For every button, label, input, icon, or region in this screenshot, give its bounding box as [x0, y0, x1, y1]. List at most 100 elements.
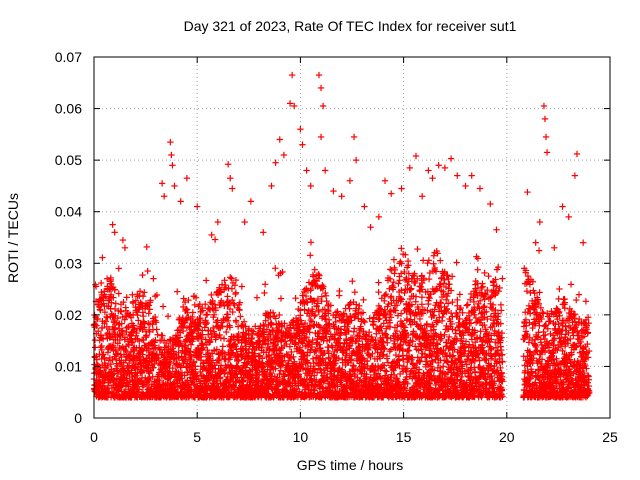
- data-point: [108, 299, 115, 306]
- data-point: [180, 295, 187, 302]
- data-point: [479, 283, 487, 290]
- data-point: [418, 294, 426, 301]
- data-point: [134, 311, 141, 319]
- data-point: [434, 318, 441, 326]
- data-point: [130, 351, 137, 359]
- data-point: [268, 320, 275, 327]
- data-point: [351, 288, 359, 296]
- data-point: [145, 377, 152, 385]
- data-point: [125, 359, 133, 367]
- data-point: [102, 318, 110, 325]
- data-point: [97, 279, 105, 287]
- data-point: [485, 272, 492, 280]
- data-point: [398, 245, 405, 252]
- data-point: [136, 304, 143, 311]
- data-point: [202, 277, 210, 284]
- data-point: [121, 334, 129, 341]
- data-point: [453, 259, 460, 266]
- data-point: [395, 280, 402, 287]
- data-point: [425, 275, 433, 283]
- data-point: [392, 351, 400, 359]
- data-point: [129, 338, 136, 346]
- data-point: [140, 312, 147, 320]
- data-point: [98, 324, 106, 332]
- data-point: [253, 294, 261, 301]
- data-point: [307, 252, 314, 259]
- data-point: [117, 307, 124, 315]
- data-point: [223, 328, 230, 336]
- data-point: [307, 316, 314, 324]
- data-point: [123, 294, 130, 301]
- data-point: [100, 351, 107, 358]
- data-point: [261, 289, 268, 297]
- data-point: [232, 289, 240, 296]
- data-point: [336, 287, 343, 295]
- data-point: [114, 314, 121, 322]
- data-point: [219, 343, 226, 350]
- data-point: [481, 269, 488, 277]
- data-point: [238, 283, 246, 290]
- data-point: [276, 311, 283, 319]
- data-point: [114, 340, 121, 347]
- data-point: [140, 367, 148, 374]
- data-point: [432, 268, 440, 275]
- data-point: [292, 294, 299, 302]
- data-point: [153, 326, 160, 333]
- data-points: [90, 71, 593, 401]
- data-point: [99, 254, 106, 261]
- data-point: [130, 322, 137, 329]
- data-point: [107, 360, 115, 368]
- data-point: [109, 356, 116, 364]
- data-point: [105, 389, 113, 397]
- data-point: [95, 327, 102, 335]
- data-point: [272, 265, 279, 272]
- data-point: [497, 307, 505, 314]
- data-point: [414, 245, 421, 253]
- data-point: [463, 302, 470, 309]
- data-point: [104, 382, 112, 390]
- data-point: [123, 375, 130, 382]
- data-point: [191, 301, 199, 309]
- data-point: [145, 310, 152, 317]
- data-point: [159, 303, 167, 310]
- data-point: [111, 286, 119, 294]
- data-point: [307, 239, 315, 246]
- data-point: [98, 342, 105, 350]
- data-point: [139, 293, 147, 300]
- data-point: [145, 302, 153, 309]
- data-point: [396, 277, 403, 284]
- data-point: [261, 281, 269, 288]
- data-point: [120, 298, 127, 306]
- data-point: [115, 290, 122, 297]
- data-point: [277, 295, 285, 302]
- data-point: [370, 315, 378, 322]
- data-point: [164, 313, 172, 320]
- data-point: [143, 243, 150, 251]
- data-point: [119, 366, 126, 373]
- data-point: [132, 297, 140, 304]
- data-point: [143, 332, 150, 339]
- data-point: [211, 236, 219, 243]
- data-point: [174, 288, 181, 295]
- data-point: [375, 288, 382, 296]
- data-point: [92, 344, 99, 351]
- data-point: [119, 327, 126, 334]
- data-point: [456, 291, 464, 298]
- data-point: [430, 260, 437, 267]
- data-point: [375, 279, 382, 286]
- data-point: [497, 301, 505, 309]
- data-point: [103, 275, 111, 282]
- data-point: [118, 320, 125, 327]
- data-point: [139, 271, 146, 279]
- data-point: [124, 365, 132, 372]
- data-point: [97, 307, 104, 314]
- data-point: [120, 367, 127, 374]
- data-point: [467, 320, 475, 327]
- data-point: [381, 292, 388, 299]
- data-point: [132, 372, 140, 380]
- data-point: [346, 305, 353, 312]
- data-point: [390, 256, 398, 263]
- data-point: [407, 286, 414, 293]
- data-point: [135, 317, 142, 324]
